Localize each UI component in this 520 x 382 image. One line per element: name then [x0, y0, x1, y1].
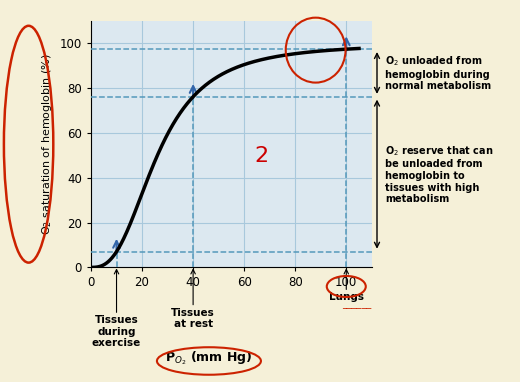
Text: O$_2$ unloaded from
hemoglobin during
normal metabolism: O$_2$ unloaded from hemoglobin during no… — [385, 55, 491, 91]
Y-axis label: O$_2$ saturation of hemoglobin (%): O$_2$ saturation of hemoglobin (%) — [40, 53, 54, 235]
Text: P$_{O_2}$ (mm Hg): P$_{O_2}$ (mm Hg) — [165, 349, 253, 367]
Text: $\mathit{2}$: $\mathit{2}$ — [254, 145, 268, 167]
Text: Tissues
at rest: Tissues at rest — [171, 308, 215, 329]
Text: Lungs: Lungs — [329, 292, 364, 302]
Text: ______: ______ — [342, 299, 371, 309]
Text: Tissues
during
exercise: Tissues during exercise — [92, 315, 141, 348]
Text: O$_2$ reserve that can
be unloaded from
hemoglobin to
tissues with high
metaboli: O$_2$ reserve that can be unloaded from … — [385, 144, 493, 204]
